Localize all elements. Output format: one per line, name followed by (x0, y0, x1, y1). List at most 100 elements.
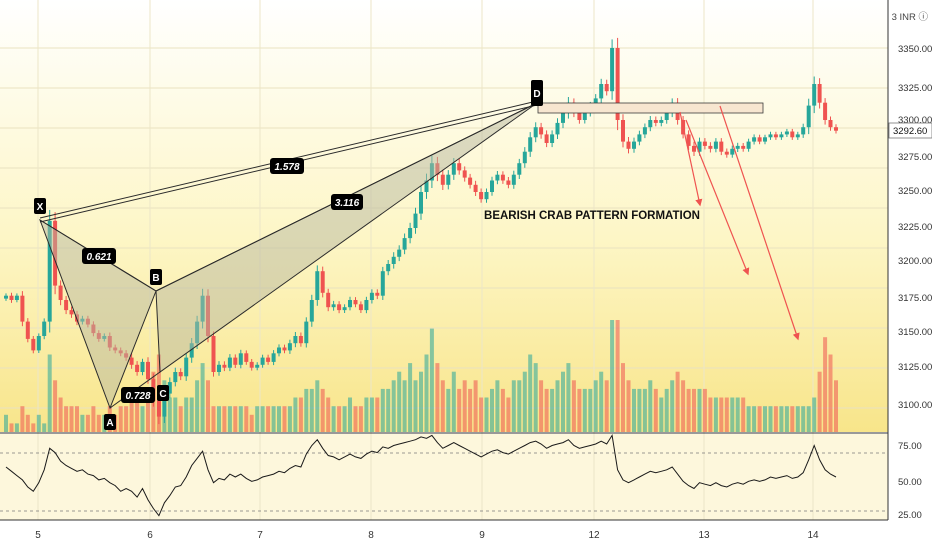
candle-body (533, 127, 538, 138)
candle-body (337, 304, 342, 311)
volume-bar (500, 388, 505, 432)
volume-bar (806, 406, 811, 432)
candle-body (713, 141, 718, 149)
candle-body (801, 127, 806, 135)
candle-body (735, 145, 740, 149)
time-tick: 14 (807, 530, 819, 541)
volume-bar (178, 406, 183, 432)
candle-body (752, 137, 757, 142)
candle-body (495, 174, 500, 181)
volume-bar (189, 397, 194, 432)
time-tick: 8 (368, 530, 374, 541)
volume-bar (588, 388, 593, 432)
candle-body (391, 256, 396, 264)
price-tick: 3225.00 (898, 222, 932, 233)
volume-bar (757, 406, 762, 432)
volume-bar (659, 397, 664, 432)
point-label-d: D (533, 89, 540, 100)
volume-bar (462, 380, 467, 432)
candle-body (146, 361, 150, 380)
rsi-axis: 75.00 50.00 25.00 (898, 441, 922, 521)
point-label-a-bg (104, 414, 116, 430)
volume-bar (233, 406, 238, 432)
volume-bar (664, 388, 669, 432)
rsi-tick: 50.00 (898, 477, 922, 488)
projection-arrow (679, 111, 703, 207)
candle-body (555, 122, 560, 135)
volume-bar (129, 397, 134, 432)
candle-body (249, 361, 254, 368)
candle-body (320, 271, 325, 293)
ratio-label-0621-bg (82, 248, 116, 264)
candle-body (642, 127, 647, 135)
candle-body (140, 361, 145, 372)
volume-bar (348, 397, 352, 432)
time-tick: 6 (147, 530, 153, 541)
candle-body (812, 84, 817, 106)
volume-bar (484, 397, 489, 432)
volume-bar (539, 380, 544, 432)
candle-body (834, 127, 838, 131)
candle-body (724, 151, 729, 155)
price-tick: 3150.00 (898, 327, 932, 338)
volume-bar (135, 397, 140, 432)
volume-bar (730, 397, 735, 432)
time-axis: 5 6 7 8 9 12 13 14 (35, 530, 819, 541)
volume-bar (686, 388, 691, 432)
candle-body (648, 120, 653, 128)
candle-body (266, 357, 271, 362)
ratio-label-1578-bg (270, 158, 304, 174)
volume-bar (96, 414, 101, 432)
candle-body (369, 292, 374, 300)
candle-body (419, 192, 423, 214)
volume-bar (227, 406, 232, 432)
candle-body (604, 84, 609, 92)
candle-body (779, 134, 784, 138)
candle-body (298, 336, 303, 344)
rsi-tick: 75.00 (898, 441, 922, 452)
candle-body (386, 264, 391, 272)
candle-body (784, 131, 789, 135)
point-label-x-bg (34, 198, 46, 214)
volume-bar (490, 388, 494, 432)
price-tick: 3125.00 (898, 362, 932, 373)
candle-body (217, 364, 221, 372)
volume-bar (9, 423, 14, 432)
volume-bar (249, 414, 254, 432)
candle-body (173, 372, 178, 383)
point-label-b-bg (150, 269, 162, 285)
point-label-d-bg (531, 80, 543, 106)
volume-bar (184, 397, 189, 432)
candle-body (184, 357, 189, 377)
candle-body (500, 174, 505, 181)
volume-bar (457, 388, 462, 432)
candle-body (353, 300, 358, 305)
candle-body (440, 174, 445, 185)
volume-bar (773, 406, 778, 432)
volume-bar (795, 406, 800, 432)
candle-body (730, 148, 735, 155)
price-tick: 3325.00 (898, 83, 932, 94)
volume-bar (834, 380, 838, 432)
candle-body (522, 151, 527, 164)
volume-bar (561, 371, 565, 432)
volume-bar (511, 380, 516, 432)
volume-bar (544, 388, 549, 432)
ratio-label-0621: 0.621 (86, 252, 111, 263)
volume-bar (768, 406, 773, 432)
volume-bar (681, 380, 686, 432)
volume-bar (85, 414, 90, 432)
candle-body (621, 120, 625, 142)
candle-body (58, 285, 63, 300)
candle-body (795, 134, 800, 138)
candle-body (686, 134, 691, 146)
volume-bar (413, 380, 418, 432)
volume-bar (408, 363, 413, 432)
volume-bar (763, 406, 767, 432)
candle-body (599, 84, 604, 99)
volume-bar (53, 380, 58, 432)
candle-body (42, 321, 47, 336)
volume-bar (735, 397, 740, 432)
volume-bar (364, 397, 369, 432)
candle-body (287, 343, 292, 351)
